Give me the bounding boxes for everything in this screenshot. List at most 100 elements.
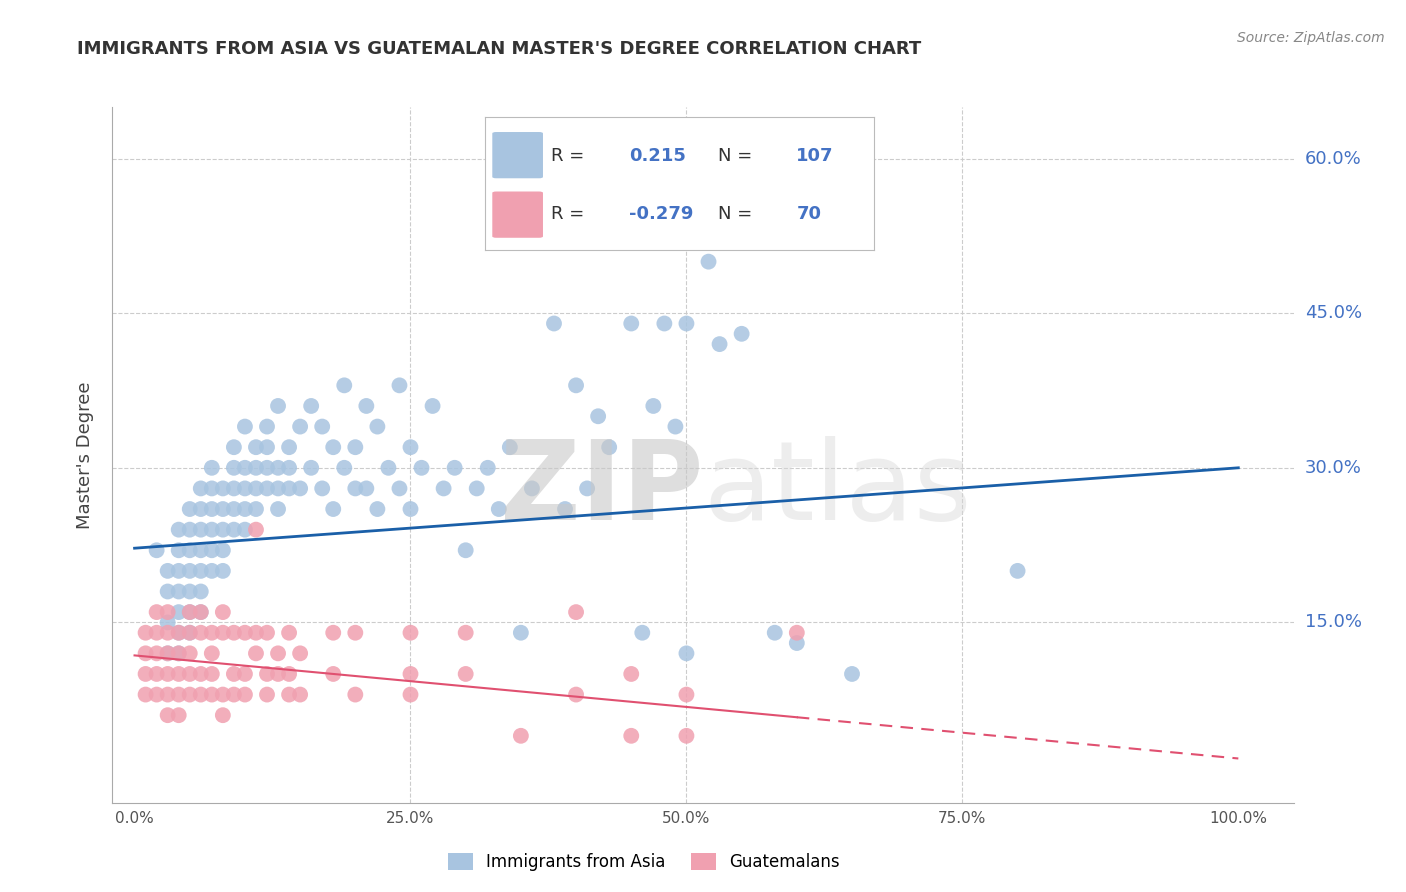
Point xyxy=(156,625,179,640)
Point xyxy=(267,460,290,475)
Point xyxy=(278,667,301,681)
Text: atlas: atlas xyxy=(703,436,972,543)
Point xyxy=(554,502,576,516)
Point xyxy=(311,419,333,434)
Point xyxy=(212,625,235,640)
Point xyxy=(201,688,224,702)
Point xyxy=(190,502,212,516)
Text: 30.0%: 30.0% xyxy=(1305,458,1361,477)
Point xyxy=(288,646,311,660)
Point xyxy=(245,460,267,475)
Point xyxy=(156,667,179,681)
Point xyxy=(212,523,235,537)
Point xyxy=(499,440,522,454)
Point xyxy=(356,399,378,413)
Text: ZIP: ZIP xyxy=(499,436,703,543)
Point xyxy=(167,543,190,558)
Point xyxy=(477,460,499,475)
Point xyxy=(344,482,367,496)
Point xyxy=(786,625,808,640)
Point xyxy=(620,317,643,331)
Point xyxy=(654,317,676,331)
Text: IMMIGRANTS FROM ASIA VS GUATEMALAN MASTER'S DEGREE CORRELATION CHART: IMMIGRANTS FROM ASIA VS GUATEMALAN MASTE… xyxy=(77,40,921,58)
Point xyxy=(454,625,477,640)
Point xyxy=(598,440,620,454)
Point xyxy=(222,502,245,516)
Point xyxy=(233,482,256,496)
Point xyxy=(190,605,212,619)
Point xyxy=(212,564,235,578)
Point xyxy=(763,625,786,640)
Point xyxy=(190,667,212,681)
Point xyxy=(222,688,245,702)
Point xyxy=(167,688,190,702)
Point xyxy=(377,460,399,475)
Point xyxy=(278,625,301,640)
Point xyxy=(190,625,212,640)
Point xyxy=(201,625,224,640)
Point xyxy=(399,502,422,516)
Point xyxy=(267,646,290,660)
Point xyxy=(399,625,422,640)
Point xyxy=(222,460,245,475)
Point xyxy=(311,482,333,496)
Point xyxy=(509,625,531,640)
Point xyxy=(167,646,190,660)
Point xyxy=(643,399,665,413)
Point xyxy=(212,688,235,702)
Point xyxy=(267,502,290,516)
Point xyxy=(278,440,301,454)
Point xyxy=(145,625,167,640)
Point xyxy=(675,729,697,743)
Point xyxy=(631,625,654,640)
Point xyxy=(356,482,378,496)
Point xyxy=(145,605,167,619)
Point xyxy=(256,625,278,640)
Point xyxy=(212,482,235,496)
Point xyxy=(233,625,256,640)
Point xyxy=(256,460,278,475)
Point xyxy=(212,543,235,558)
Point xyxy=(509,729,531,743)
Point xyxy=(167,646,190,660)
Point xyxy=(145,543,167,558)
Point xyxy=(233,688,256,702)
Point xyxy=(201,523,224,537)
Legend: Immigrants from Asia, Guatemalans: Immigrants from Asia, Guatemalans xyxy=(441,847,846,878)
Point xyxy=(179,502,201,516)
Point xyxy=(288,688,311,702)
Point xyxy=(135,646,157,660)
Point xyxy=(179,688,201,702)
Point xyxy=(245,646,267,660)
Point xyxy=(233,460,256,475)
Point xyxy=(201,502,224,516)
Point xyxy=(212,502,235,516)
Point xyxy=(222,523,245,537)
Point xyxy=(256,440,278,454)
Point xyxy=(233,667,256,681)
Point xyxy=(179,564,201,578)
Point xyxy=(675,688,697,702)
Point xyxy=(201,667,224,681)
Point xyxy=(609,234,631,248)
Point xyxy=(344,440,367,454)
Point xyxy=(201,460,224,475)
Point xyxy=(179,667,201,681)
Point xyxy=(267,399,290,413)
Point xyxy=(697,254,720,268)
Point xyxy=(454,543,477,558)
Point xyxy=(212,605,235,619)
Text: Source: ZipAtlas.com: Source: ZipAtlas.com xyxy=(1237,31,1385,45)
Point xyxy=(179,584,201,599)
Point xyxy=(709,337,731,351)
Point xyxy=(145,646,167,660)
Point xyxy=(366,419,388,434)
Point xyxy=(422,399,444,413)
Point xyxy=(299,399,322,413)
Point xyxy=(167,667,190,681)
Point xyxy=(730,326,752,341)
Point xyxy=(212,708,235,723)
Point xyxy=(344,688,367,702)
Point xyxy=(167,564,190,578)
Point xyxy=(664,419,686,434)
